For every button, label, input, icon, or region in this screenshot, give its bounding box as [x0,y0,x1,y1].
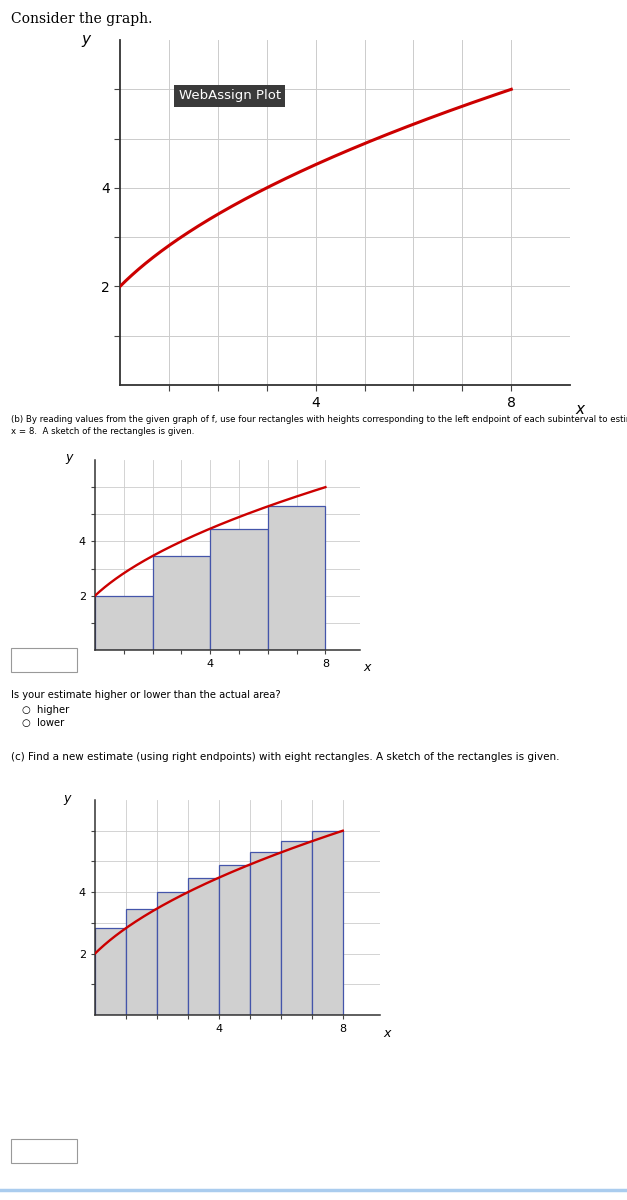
Text: x: x [363,661,371,674]
Bar [157,892,188,1015]
Bar [312,830,343,1015]
Text: ○  lower: ○ lower [22,718,64,728]
Text: x: x [575,402,584,418]
Text: (c) Find a new estimate (using right endpoints) with eight rectangles. A sketch : (c) Find a new estimate (using right end… [11,752,560,762]
Text: ○  higher: ○ higher [22,704,69,715]
Text: (b) By reading values from the given graph of f, use four rectangles with height: (b) By reading values from the given gra… [11,415,627,437]
Bar [281,841,312,1015]
Bar [219,864,250,1015]
Bar [152,556,210,650]
Bar [126,908,157,1015]
Text: y: y [63,792,71,805]
Text: y: y [65,451,73,464]
Text: Consider the graph.: Consider the graph. [11,12,152,26]
Text: Is your estimate higher or lower than the actual area?: Is your estimate higher or lower than th… [11,690,281,700]
Bar [95,928,126,1015]
Bar [95,595,152,650]
Bar [188,877,219,1015]
Text: x: x [383,1027,391,1040]
Bar [250,852,281,1015]
Bar [268,506,325,650]
Bar [210,529,268,650]
Text: y: y [82,32,90,47]
Text: WebAssign Plot: WebAssign Plot [179,89,281,102]
